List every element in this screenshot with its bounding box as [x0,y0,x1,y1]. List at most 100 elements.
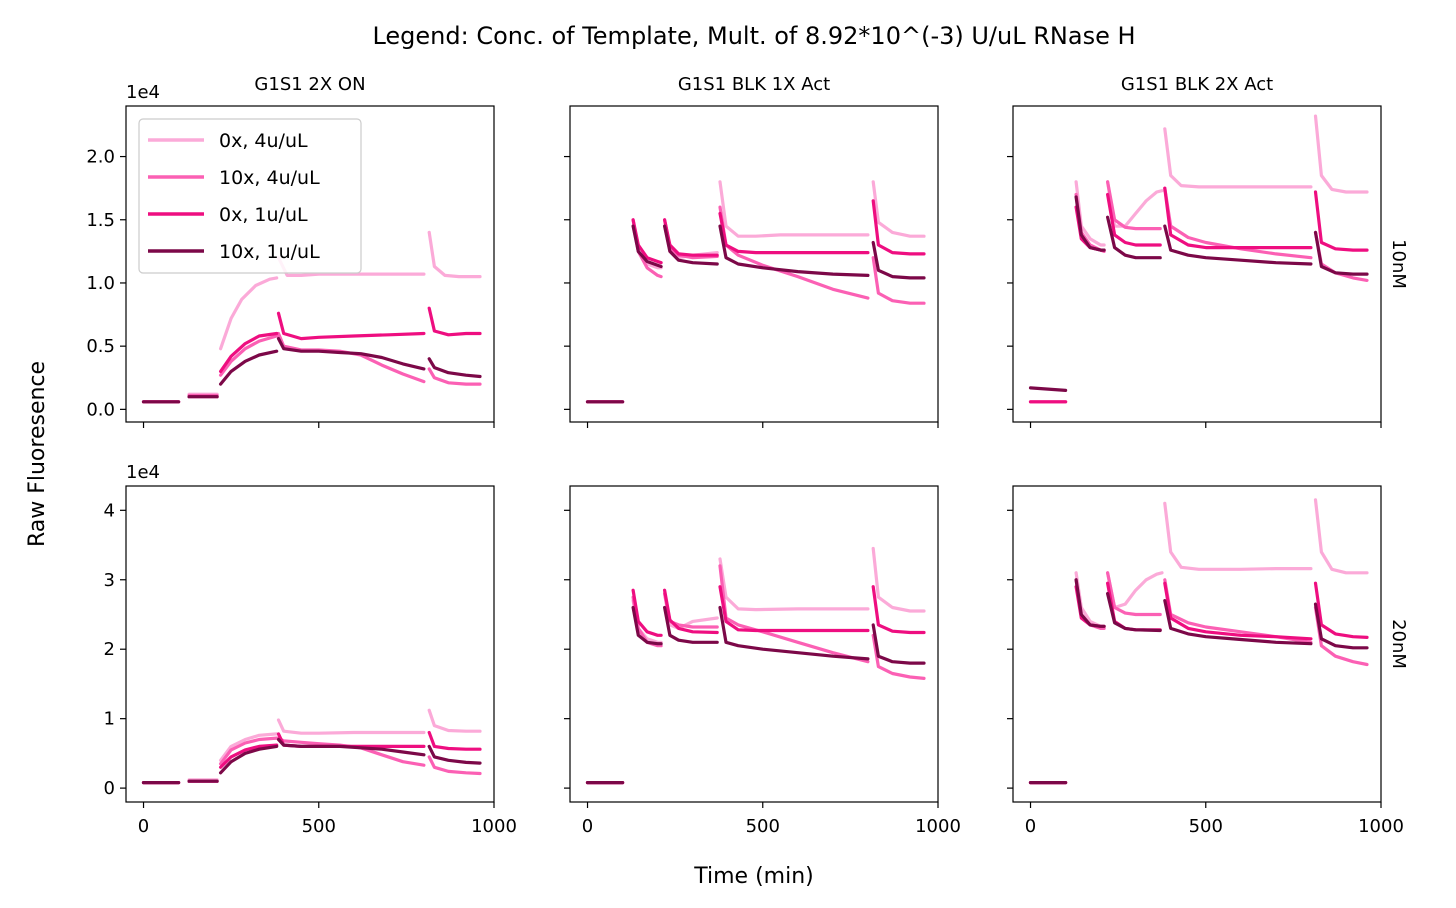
series-line-1-segment-5 [871,546,926,613]
series-line-3-segment-5 [871,199,926,256]
series-line-3-segment-4 [718,585,870,633]
axes-frame [569,105,939,423]
series-line-4-segment-2 [1074,195,1106,252]
legend-label: 10x, 1u/uL [219,241,320,263]
y-tick-label: 3 [104,570,115,591]
series-line-1-segment-5 [427,708,482,733]
series-line-4-segment-3 [1105,215,1162,260]
series-line-4-segment-5 [427,357,482,379]
series-line-4-segment-4 [1163,598,1313,646]
panel-4: 0 500 1000 0 1 2 3 4 1e4 [104,462,517,837]
series-line-3-segment-4 [1163,186,1313,250]
series-line-3-segment-5 [1313,581,1369,640]
series-line-4-segment-2 [1074,578,1106,628]
series-line-4-segment-2 [631,605,663,646]
series-line-4-segment-4 [276,737,426,757]
series-line-3-segment-3 [662,218,719,257]
series-line-3-segment-5 [427,306,482,337]
series-line-1-segment-4 [718,557,870,612]
panel-3-series [1028,114,1369,404]
y-tick-label: 2.0 [86,147,115,168]
series-line-1-segment-3 [219,732,279,762]
legend-label: 10x, 4u/uL [219,167,320,189]
x-tick-label: 1000 [915,816,961,837]
series-line-2-segment-3 [219,736,279,766]
series-line-2-segment-4 [276,331,426,384]
series-line-2-segment-5 [871,633,926,681]
series-line-4-segment-3 [219,349,279,386]
x-tick-label: 1000 [471,816,517,837]
series-line-3-segment-3 [219,743,279,769]
series-line-4-segment-3 [219,744,279,775]
column-title: G1S1 BLK 2X Act [1121,74,1273,95]
panel-5: 0 500 1000 [564,485,961,837]
legend-label: 0x, 4u/uL [219,130,308,152]
panel-4-series [141,708,482,785]
series-line-4-segment-3 [662,224,719,266]
x-axis-label: Time (min) [693,864,814,889]
series-line-2-segment-3 [1105,571,1162,617]
series-line-1-segment-4 [276,256,426,277]
y-tick-label: 0.0 [86,399,115,420]
series-line-1-segment-5 [1313,114,1369,194]
series-line-4-segment-4 [718,605,870,661]
panel-3: G1S1 BLK 2X Act 10nM [1007,74,1409,428]
y-tick-label: 1 [104,709,115,730]
legend-label: 0x, 1u/uL [219,204,308,226]
series-line-4-segment-4 [718,224,870,277]
series-line-3-segment-3 [662,588,719,635]
series-line-4-segment-5 [427,744,482,765]
series-line-4-segment-1 [1028,386,1068,392]
x-tick-label: 500 [746,816,780,837]
series-line-3-segment-3 [219,331,279,373]
series-line-4-segment-4 [276,337,426,371]
series-line-3-segment-4 [1163,581,1313,641]
row-label: 20nM [1388,619,1409,669]
panel-6: 0 500 1000 20nM [1007,485,1409,837]
y-tick-label: 4 [104,500,115,521]
series-line-3-segment-4 [718,211,870,255]
y-tick-label: 1.5 [86,210,115,231]
y-tick-label: 1.0 [86,273,115,294]
column-title: G1S1 2X ON [254,74,365,95]
series-line-4-segment-3 [1105,591,1162,633]
series-line-1-segment-5 [427,230,482,279]
series-line-1-segment-5 [871,180,926,238]
x-tick-label: 0 [138,816,149,837]
axes-frame [1012,105,1382,423]
axes-frame [1012,485,1382,803]
series-line-1-segment-4 [718,180,870,238]
x-tick-label: 500 [302,816,336,837]
y-tick-label: 0 [104,778,115,799]
series-line-4-segment-5 [871,240,926,280]
axes-frame [569,485,939,803]
series-line-1-segment-5 [1313,498,1369,575]
series-line-4-segment-2 [631,224,663,269]
series-line-3-segment-5 [1313,190,1369,252]
series-line-3-segment-3 [1105,192,1162,247]
x-tick-label: 1000 [1358,816,1404,837]
axis-offset-label: 1e4 [126,462,160,483]
series-line-3-segment-5 [871,585,926,635]
series-line-2-segment-5 [871,256,926,305]
panel-2-series [585,180,926,404]
series-line-1-segment-3 [219,276,279,351]
x-tick-label: 0 [1025,816,1036,837]
series-line-4-segment-5 [871,623,926,665]
x-tick-label: 0 [582,816,593,837]
y-tick-label: 0.5 [86,336,115,357]
axis-offset-label: 1e4 [126,82,160,103]
series-line-4-segment-5 [1313,602,1369,650]
legend: 0x, 4u/uL 10x, 4u/uL 0x, 1u/uL 10x, 1u/uL [138,118,362,274]
series-line-4-segment-5 [1313,230,1369,276]
series-line-2-segment-5 [427,755,482,776]
axes-frame [125,105,495,423]
panel-6-series [1028,498,1369,785]
axes-frame [125,485,495,803]
y-axis-label: Raw Fluoresence [25,361,50,547]
series-line-3-segment-5 [427,730,482,751]
series-line-3-segment-4 [276,311,426,341]
series-line-2-segment-3 [1105,180,1162,231]
series-line-4-segment-3 [662,605,719,644]
